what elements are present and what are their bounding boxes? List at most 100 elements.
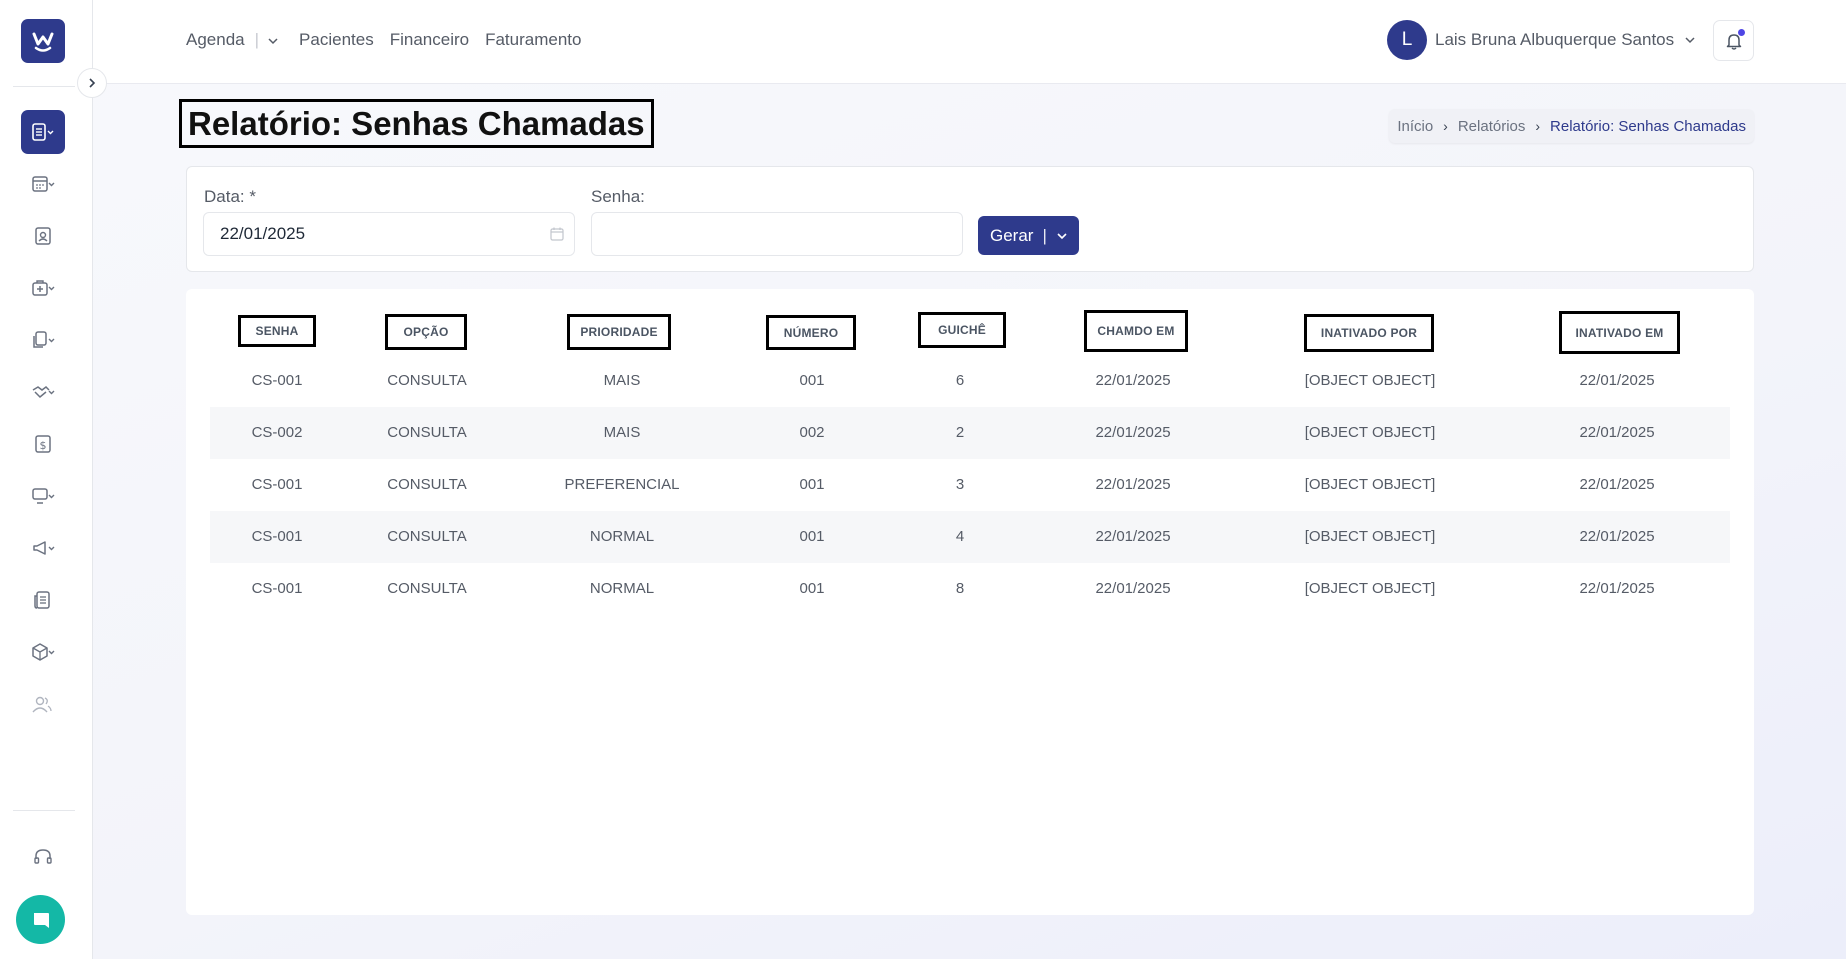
table-cell: 4 xyxy=(955,528,965,545)
table-cell: 001 xyxy=(799,580,825,597)
chevron-right-icon xyxy=(89,78,96,88)
nav-documents[interactable] xyxy=(21,318,65,362)
table-cell: 2 xyxy=(955,424,965,441)
nav-financeiro-link[interactable]: Financeiro xyxy=(389,30,470,49)
table-row: CS-001 CONSULTA NORMAL 001 8 22/01/2025 [objec… xyxy=(210,563,1730,615)
table-cell: 002 xyxy=(799,424,825,441)
nav-pacientes-link[interactable]: Pacientes xyxy=(299,30,374,49)
sidebar-collapse-button[interactable] xyxy=(77,68,107,98)
nav-agenda-dropdown[interactable] xyxy=(267,30,279,50)
table-cell: 22/01/2025 xyxy=(1579,476,1655,493)
senha-input[interactable] xyxy=(591,212,963,256)
documents-icon xyxy=(33,331,55,348)
breadcrumb-current: Relatório: Senhas Chamadas xyxy=(1550,117,1746,135)
table-cell: 001 xyxy=(799,528,825,545)
nav-financial[interactable]: $ xyxy=(21,422,65,466)
filter-card: Data: * 22/01/2025 Senha: Gerar | xyxy=(186,166,1754,272)
table-row: CS-002 CONSULTA MAIS 002 2 22/01/2025 [object … xyxy=(210,407,1730,459)
table-cell: CONSULTA xyxy=(387,580,467,597)
calendar-icon xyxy=(32,176,55,192)
table-cell: 22/01/2025 xyxy=(1579,528,1655,545)
sidebar-divider xyxy=(13,86,75,87)
logo-icon xyxy=(32,32,54,52)
table-cell: 001 xyxy=(799,476,825,493)
chevron-right-icon: › xyxy=(1443,118,1448,134)
table-cell: 22/01/2025 xyxy=(1579,424,1655,441)
column-header-chamado-em: CHAMDO EM xyxy=(1084,310,1188,352)
report-list-icon xyxy=(32,123,54,141)
column-header-inativado-por: INATIVADO POR xyxy=(1304,314,1434,352)
chat-launcher[interactable] xyxy=(16,895,65,944)
generate-button[interactable]: Gerar | xyxy=(978,216,1079,255)
user-name: Lais Bruna Albuquerque Santos xyxy=(1435,30,1675,49)
svg-text:$: $ xyxy=(40,439,47,452)
breadcrumb: Início › Relatórios › Relatório: Senhas … xyxy=(1389,109,1754,143)
table-cell: CS-001 xyxy=(251,528,303,545)
table-cell: MAIS xyxy=(603,372,641,389)
nav-calendar[interactable] xyxy=(21,162,65,206)
table-cell: 001 xyxy=(799,372,825,389)
nav-marketing[interactable] xyxy=(21,526,65,570)
app-logo[interactable] xyxy=(21,19,65,63)
user-menu[interactable]: L Lais Bruna Albuquerque Santos xyxy=(1387,20,1696,60)
chevron-down-icon[interactable] xyxy=(1056,232,1068,240)
column-header-opcao: OPÇÃO xyxy=(385,314,467,350)
users-icon xyxy=(32,696,52,713)
nav-agenda-link[interactable]: Agenda xyxy=(186,30,245,49)
date-input[interactable]: 22/01/2025 xyxy=(203,212,575,256)
medical-bag-icon xyxy=(32,280,55,296)
table-cell: NORMAL xyxy=(589,528,655,545)
generate-label: Gerar xyxy=(990,225,1034,245)
table-cell: 22/01/2025 xyxy=(1095,372,1171,389)
breadcrumb-home[interactable]: Início xyxy=(1397,117,1434,135)
nav-users[interactable] xyxy=(21,682,65,726)
notifications-button[interactable] xyxy=(1713,20,1754,61)
table-cell: [object Object] xyxy=(1304,424,1436,441)
table-cell: CONSULTA xyxy=(387,528,467,545)
chevron-right-icon: › xyxy=(1535,118,1541,134)
nav-support[interactable] xyxy=(21,835,65,879)
contact-card-icon xyxy=(35,227,51,245)
column-header-prioridade: PRIORIDADE xyxy=(567,314,671,350)
date-label: Data: * xyxy=(204,187,256,206)
nav-medical[interactable] xyxy=(21,266,65,310)
nav-divider: | xyxy=(254,30,260,49)
package-icon xyxy=(32,643,55,661)
table-cell: 6 xyxy=(955,372,965,389)
table-cell: CS-002 xyxy=(251,424,303,441)
table-cell: [object Object] xyxy=(1304,372,1436,389)
table-cell: CS-001 xyxy=(251,372,303,389)
table-row: CS-001 CONSULTA NORMAL 001 4 22/01/2025 [objec… xyxy=(210,511,1730,563)
nav-reports[interactable] xyxy=(21,110,65,154)
notification-dot xyxy=(1737,28,1746,37)
dollar-icon: $ xyxy=(35,435,51,453)
nav-news[interactable] xyxy=(21,578,65,622)
newspaper-icon xyxy=(34,591,50,609)
table-cell: NORMAL xyxy=(589,580,655,597)
nav-monitor[interactable] xyxy=(21,474,65,518)
table-cell: MAIS xyxy=(603,424,641,441)
table-cell: 22/01/2025 xyxy=(1095,424,1171,441)
nav-faturamento-link[interactable]: Faturamento xyxy=(485,30,582,49)
table-cell: 22/01/2025 xyxy=(1095,580,1171,597)
table-cell: CONSULTA xyxy=(387,424,467,441)
avatar: L xyxy=(1387,20,1427,60)
table-cell: CONSULTA xyxy=(387,476,467,493)
table-cell: [object Object] xyxy=(1304,580,1436,597)
table-row: CS-001 CONSULTA MAIS 001 6 22/01/2025 [object … xyxy=(210,355,1730,407)
sidebar: $ xyxy=(0,0,93,959)
senha-label: Senha: xyxy=(591,187,645,206)
table-cell: [object Object] xyxy=(1304,476,1436,493)
nav-patients[interactable] xyxy=(21,214,65,258)
nav-procedures[interactable] xyxy=(21,370,65,414)
chevron-down-icon xyxy=(1685,37,1695,44)
results-table: SENHA OPÇÃO PRIORIDADE NÚMERO GUICHÊ CHA… xyxy=(186,289,1754,915)
nav-inventory[interactable] xyxy=(21,630,65,674)
breadcrumb-reports[interactable]: Relatórios xyxy=(1457,117,1526,135)
table-cell: 22/01/2025 xyxy=(1095,476,1171,493)
table-cell: 8 xyxy=(955,580,965,597)
calendar-icon[interactable] xyxy=(549,226,565,242)
table-cell: 22/01/2025 xyxy=(1579,580,1655,597)
table-cell: PREFERENCIAL xyxy=(564,476,680,493)
handshake-icon xyxy=(32,386,55,399)
